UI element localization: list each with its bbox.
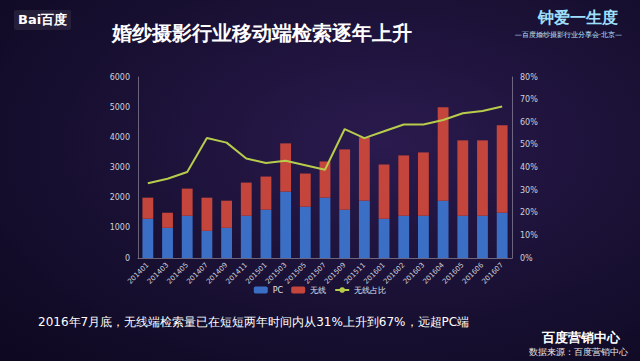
svg-text:201604: 201604: [421, 261, 446, 286]
svg-text:80%: 80%: [520, 73, 538, 82]
svg-text:201606: 201606: [460, 261, 486, 286]
svg-text:20%: 20%: [520, 208, 538, 217]
svg-text:201503: 201503: [263, 261, 289, 286]
svg-text:201605: 201605: [441, 261, 466, 286]
html-text:百度营销中心: 百度营销中心: [542, 330, 620, 345]
html-text:Bai百度: Bai百度: [18, 12, 68, 27]
svg-text:10%: 10%: [520, 231, 538, 240]
svg-text:0%: 0%: [520, 254, 533, 263]
svg-text:5000: 5000: [110, 103, 130, 112]
svg-text:201505: 201505: [283, 261, 309, 286]
svg-text:201403: 201403: [145, 261, 171, 286]
svg-text:4000: 4000: [110, 133, 130, 142]
html-text:2016年7月底，无线端检索量已在短短两年时间内从31%上升: 2016年7月底，无线端检索量已在短短两年时间内从31%上升到67%，远超PC端: [38, 315, 470, 329]
svg-text:201501: 201501: [244, 261, 269, 286]
svg-text:201407: 201407: [185, 261, 210, 286]
html-text:—百度婚纱摄影行业分享会·北京—: —百度婚纱摄影行业分享会·北京—: [514, 31, 622, 39]
svg-text:201409: 201409: [204, 261, 230, 286]
svg-text:60%: 60%: [520, 118, 538, 127]
svg-text:40%: 40%: [520, 163, 538, 172]
svg-text:6000: 6000: [110, 73, 130, 82]
svg-text:201405: 201405: [165, 261, 190, 286]
svg-text:50%: 50%: [520, 140, 538, 149]
html-text:数据来源：百度营销中心: 数据来源：百度营销中心: [529, 347, 628, 357]
html-text:钟爱一生度: 钟爱一生度: [538, 8, 618, 27]
svg-text:无线: 无线: [310, 286, 326, 295]
svg-text:70%: 70%: [520, 95, 538, 104]
svg-text:无线占比: 无线占比: [354, 286, 386, 295]
html-text:婚纱摄影行业移动端检索逐年上升: 婚纱摄影行业移动端检索逐年上升: [112, 21, 412, 45]
svg-text:1000: 1000: [110, 223, 130, 232]
svg-text:201603: 201603: [401, 261, 427, 286]
svg-text:201401: 201401: [126, 261, 151, 286]
svg-text:30%: 30%: [520, 186, 538, 195]
svg-text:201411: 201411: [224, 261, 250, 286]
svg-text:0: 0: [125, 254, 130, 263]
svg-text:201607: 201607: [480, 261, 505, 286]
svg-text:PC: PC: [273, 286, 284, 295]
svg-text:3000: 3000: [110, 163, 130, 172]
svg-text:201509: 201509: [323, 261, 348, 286]
svg-text:201602: 201602: [382, 261, 407, 286]
svg-text:201507: 201507: [303, 261, 328, 286]
svg-text:201601: 201601: [362, 261, 387, 286]
svg-text:201511: 201511: [342, 261, 368, 286]
svg-text:2000: 2000: [110, 193, 130, 202]
